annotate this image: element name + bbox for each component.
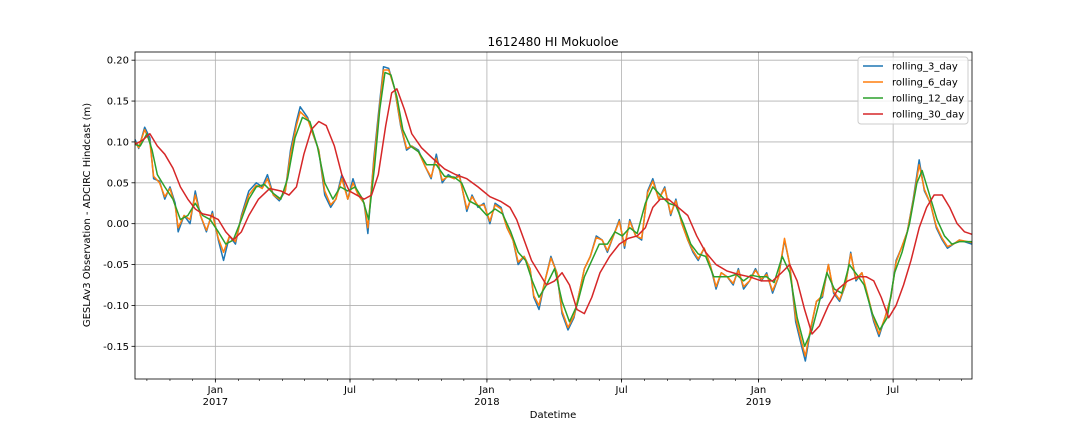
- x-tick-label: Jul: [343, 385, 356, 396]
- y-axis-label: GESLAv3 Observation - ADCIRC Hindcast (m…: [82, 103, 93, 327]
- x-tick-label: Jul: [615, 385, 628, 396]
- x-tick-year-label: 2017: [203, 397, 228, 408]
- x-tick-label: Jan: [478, 385, 494, 396]
- chart-title: 1612480 HI Mokuoloe: [488, 35, 619, 49]
- y-tick-label: 0.10: [107, 137, 129, 148]
- tick-layer: 0.200.150.100.050.00-0.05-0.10-0.15Jan20…: [103, 56, 962, 408]
- legend: rolling_3_day rolling_6_day rolling_12_day…: [857, 56, 969, 125]
- x-tick-year-label: 2018: [474, 397, 499, 408]
- series-layer: [134, 65, 973, 362]
- y-tick-label: -0.15: [103, 342, 129, 353]
- x-tick-label: Jan: [750, 385, 766, 396]
- y-tick-label: 0.20: [107, 56, 129, 67]
- x-tick-year-label: 2019: [746, 397, 771, 408]
- y-tick-label: -0.10: [103, 301, 129, 312]
- legend-label: rolling_12_day: [892, 94, 964, 105]
- legend-box: [857, 56, 969, 125]
- x-axis-label: Datetime: [530, 410, 577, 421]
- y-tick-label: -0.05: [103, 260, 129, 271]
- legend-label: rolling_30_day: [892, 110, 964, 121]
- plot-frame: [134, 51, 973, 380]
- y-tick-label: 0.05: [107, 178, 129, 189]
- x-tick-label: Jul: [886, 385, 899, 396]
- x-tick-label: Jan: [207, 385, 223, 396]
- legend-label: rolling_6_day: [892, 78, 958, 89]
- series-line-rolling-30-day: [134, 88, 973, 335]
- y-tick-label: 0.00: [107, 219, 129, 230]
- legend-label: rolling_3_day: [892, 62, 958, 73]
- y-tick-label: 0.15: [107, 97, 129, 108]
